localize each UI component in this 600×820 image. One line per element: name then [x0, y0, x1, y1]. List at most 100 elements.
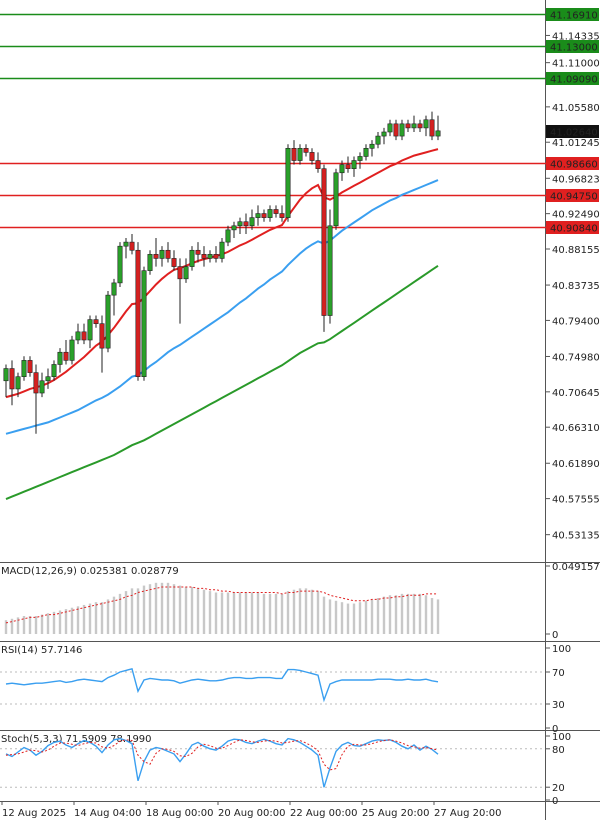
stoch-axis: 100 80 20 0: [0, 732, 571, 807]
macd-tick-label: 0.049157: [552, 562, 600, 573]
price-tick-label: 40.92490: [552, 210, 600, 221]
level-price-label: 41.16910: [550, 11, 598, 22]
candle-body: [321, 168, 327, 316]
candle-body: [285, 148, 291, 218]
candle-body: [231, 225, 237, 231]
time-tick-label: 12 Aug 2025: [2, 808, 66, 819]
support-resistance-levels: 41.16910 41.13000 41.09090 40.98660 40.94750…: [0, 8, 599, 235]
time-tick-label: 25 Aug 20:00: [362, 808, 429, 819]
price-tick-label: 41.11000: [552, 59, 600, 70]
rsi-tick-label: 0: [552, 724, 558, 735]
candle-body: [123, 241, 129, 247]
candle-body: [171, 258, 177, 267]
candle-body: [417, 123, 423, 129]
stoch-tick-label: 80: [552, 745, 565, 756]
candle-body: [279, 213, 285, 218]
stoch-tick-label: 20: [552, 783, 565, 794]
level-price-label: 40.98660: [550, 160, 598, 171]
level-price-label: 41.09090: [550, 75, 598, 86]
time-axis: 12 Aug 2025 14 Aug 04:00 18 Aug 00:00 20 Au…: [1, 801, 501, 819]
level-price-tag: [546, 40, 599, 53]
stoch-signal-line: [5, 739, 439, 771]
rsi-axis: 100 70 30 0: [0, 644, 571, 735]
candle-body: [225, 229, 231, 243]
candle-body: [27, 360, 33, 373]
candle-body: [63, 351, 69, 361]
candle-body: [345, 164, 351, 169]
rsi-label: RSI(14) 57.7146: [1, 645, 82, 656]
candle-body: [15, 376, 21, 390]
ma-blue-line: [5, 179, 439, 435]
candle-body: [177, 266, 183, 280]
candle-body: [411, 123, 417, 129]
candle-body: [147, 254, 153, 271]
candle-body: [93, 319, 99, 324]
rsi-tick-label: 30: [552, 700, 565, 711]
candle-body: [105, 294, 111, 349]
candle-body: [39, 380, 45, 394]
price-tick-label: 40.61890: [552, 459, 600, 470]
current-price-tag: [546, 125, 599, 138]
price-axis: 41.16910 41.14335 41.11000 41.09090 41.05580…: [545, 10, 600, 542]
candle-body: [261, 213, 267, 218]
candle-body: [3, 368, 9, 382]
candle-body: [195, 249, 201, 255]
candle-body: [297, 148, 303, 161]
candle-body: [111, 282, 117, 296]
candle-body: [315, 160, 321, 169]
rsi-series: [5, 667, 439, 703]
candle-body: [423, 119, 429, 129]
candle-body: [159, 249, 165, 259]
time-tick-label: 18 Aug 00:00: [146, 808, 213, 819]
macd-axis: 0.049157 0: [545, 562, 600, 641]
price-tick-label: 40.74980: [552, 352, 600, 363]
candle-body: [357, 156, 363, 161]
candle-body: [363, 148, 369, 157]
candle-body: [45, 376, 51, 382]
candle-body: [33, 372, 39, 394]
level-price-label: 40.94750: [550, 192, 598, 203]
candle-body: [381, 131, 387, 137]
candle-body: [75, 331, 81, 341]
price-tick-label: 40.70645: [552, 388, 600, 399]
price-tick-label: 41.01245: [552, 138, 600, 149]
candle-body: [117, 245, 123, 284]
candle-body: [243, 221, 249, 227]
time-tick-label: 27 Aug 20:00: [434, 808, 501, 819]
rsi-tick-label: 100: [552, 644, 571, 655]
macd-tick-label: 0: [552, 630, 558, 641]
price-tick-label: 40.66310: [552, 423, 600, 434]
candle-body: [129, 241, 135, 251]
candle-body: [99, 323, 105, 349]
price-tick-label: 40.88155: [552, 245, 600, 256]
level-price-tag: [546, 8, 599, 21]
candle-body: [183, 266, 189, 280]
candle-body: [393, 123, 399, 137]
candle-body: [51, 364, 57, 378]
current-price-marker: 41.02640: [546, 125, 599, 139]
candle-body: [57, 351, 63, 365]
candle-body: [387, 123, 393, 133]
candle-body: [333, 172, 339, 227]
candle-body: [9, 368, 15, 390]
candle-body: [291, 148, 297, 161]
candle-body: [189, 249, 195, 267]
level-price-tag: [546, 189, 599, 202]
candle-body: [219, 241, 225, 259]
candle-body: [153, 254, 159, 259]
level-price-tag: [546, 221, 599, 234]
candle-body: [213, 254, 219, 259]
level-price-label: 40.90840: [550, 224, 598, 235]
candle-body: [375, 135, 381, 145]
candle-body: [135, 249, 141, 378]
moving-averages: [5, 148, 439, 501]
candle-body: [435, 130, 441, 137]
time-tick-label: 14 Aug 04:00: [74, 808, 141, 819]
macd-series: [4, 582, 440, 634]
candle-body: [237, 221, 243, 227]
price-tick-label: 40.83735: [552, 281, 600, 292]
candle-body: [273, 209, 279, 214]
candle-body: [249, 217, 255, 227]
stochastic-series: [5, 737, 439, 788]
